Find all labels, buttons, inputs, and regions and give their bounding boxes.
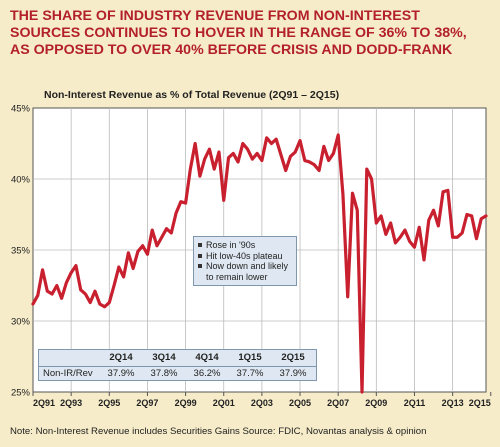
x-tick-label: 2Q03: [251, 398, 273, 408]
table-cell: 36.2%: [193, 368, 221, 379]
table-header: 1Q15: [238, 352, 262, 363]
x-tick-label: 2Q11: [404, 398, 426, 408]
x-tick-label: 2Q01: [213, 398, 235, 408]
recent-values-table: 2Q14 3Q14 4Q14 1Q15 2Q15 Non-IR/Rev 37.9…: [38, 349, 317, 381]
table-header: 2Q15: [281, 352, 305, 363]
x-tick-label: 2Q07: [327, 398, 349, 408]
x-tick-label: 2Q97: [136, 398, 158, 408]
table-header: 2Q14: [109, 352, 133, 363]
table-header: 3Q14: [152, 352, 176, 363]
headline-line-1: THE SHARE OF INDUSTRY REVENUE FROM NON-I…: [10, 8, 420, 24]
table-cell: 37.8%: [150, 368, 178, 379]
bullet-icon: [198, 253, 202, 258]
y-tick-label: 25%: [11, 388, 31, 399]
x-tick-label: 2Q09: [365, 398, 387, 408]
x-tick-label: 2Q99: [175, 398, 197, 408]
table-cell: 37.7%: [236, 368, 264, 379]
headline-line-2: SOURCES CONTINUES TO HOVER IN THE RANGE …: [10, 25, 467, 41]
y-tick-label: 40%: [11, 175, 31, 186]
callout-item: Hit low-40s plateau: [198, 251, 292, 262]
table-cell: 37.9%: [279, 368, 307, 379]
table-header: 4Q14: [195, 352, 219, 363]
x-tick-label: 2Q05: [289, 398, 311, 408]
series-line: [31, 133, 488, 394]
callout-text: Rose in '90s: [206, 240, 256, 250]
table-row-label: Non-IR/Rev: [43, 368, 93, 379]
table-cell: 37.9%: [107, 368, 135, 379]
chart-title: Non-Interest Revenue as % of Total Reven…: [44, 89, 340, 101]
table-header-row: 2Q14 3Q14 4Q14 1Q15 2Q15: [39, 352, 316, 365]
x-tick-label: 2Q15: [469, 398, 491, 408]
headline-line-3: AS OPPOSED TO OVER 40% BEFORE CRISIS AND…: [10, 42, 453, 58]
footnote: Note: Non-Interest Revenue includes Secu…: [10, 426, 427, 437]
table-row: Non-IR/Rev 37.9% 37.8% 36.2% 37.7% 37.9%: [39, 366, 316, 381]
callout-text: Now down and likely to remain lower: [206, 261, 289, 282]
x-tick-label: 2Q91: [33, 398, 55, 408]
bullet-icon: [198, 243, 202, 247]
callout-item: Now down and likely to remain lower: [198, 261, 292, 282]
callout-box: Rose in '90s Hit low-40s plateau Now dow…: [193, 236, 297, 286]
headline: THE SHARE OF INDUSTRY REVENUE FROM NON-I…: [10, 8, 494, 59]
y-tick-label: 45%: [11, 104, 31, 115]
y-tick-label: 35%: [11, 246, 31, 257]
x-tick-label: 2Q13: [442, 398, 464, 408]
x-tick-label: 2Q93: [60, 398, 82, 408]
callout-text: Hit low-40s plateau: [206, 250, 283, 261]
x-tick-label: 2Q95: [98, 398, 120, 408]
callout-item: Rose in '90s: [198, 240, 292, 251]
bullet-icon: [198, 264, 202, 268]
y-tick-label: 30%: [11, 317, 31, 328]
